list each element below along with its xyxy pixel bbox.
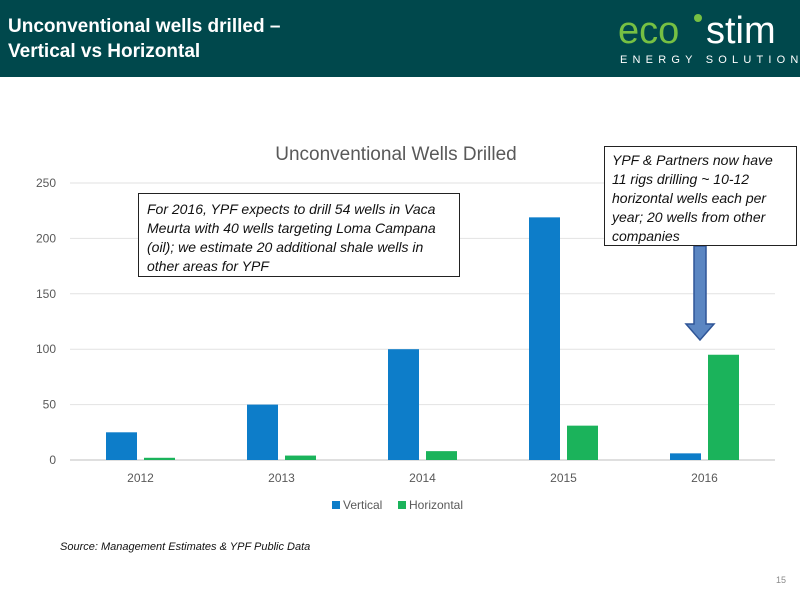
slide-header: Unconventional wells drilled – Vertical … bbox=[0, 0, 800, 77]
y-tick-label: 100 bbox=[36, 342, 56, 356]
bar-horizontal-2015 bbox=[567, 425, 598, 460]
legend-swatch-horizontal bbox=[398, 501, 406, 509]
bar-vertical-2013 bbox=[247, 404, 278, 460]
slide-title: Unconventional wells drilled – Vertical … bbox=[8, 16, 281, 62]
bar-vertical-2012 bbox=[106, 432, 137, 460]
logo-text-stim: stim bbox=[706, 10, 776, 50]
ecostim-logo: eco stim bbox=[618, 10, 776, 50]
chart-title: Unconventional Wells Drilled bbox=[275, 144, 517, 165]
down-arrow-icon bbox=[684, 246, 716, 342]
bar-horizontal-2014 bbox=[426, 451, 457, 460]
bar-horizontal-2016 bbox=[708, 354, 739, 460]
annotation-right-text: YPF & Partners now have 11 rigs drilling… bbox=[612, 152, 773, 244]
legend-swatch-vertical bbox=[332, 501, 340, 509]
y-tick-label: 0 bbox=[49, 453, 56, 467]
y-tick-label: 200 bbox=[36, 231, 56, 245]
x-tick-label: 2016 bbox=[691, 471, 718, 485]
y-tick-label: 150 bbox=[36, 287, 56, 301]
x-tick-label: 2014 bbox=[409, 471, 436, 485]
bar-vertical-2016 bbox=[670, 453, 701, 460]
annotation-left-box: For 2016, YPF expects to drill 54 wells … bbox=[138, 193, 460, 277]
bar-horizontal-2012 bbox=[144, 457, 175, 460]
y-tick-label: 50 bbox=[43, 398, 57, 412]
logo-leaf-icon bbox=[694, 14, 702, 22]
page-number: 15 bbox=[776, 575, 787, 585]
logo-tagline: ENERGY SOLUTIONS bbox=[620, 54, 800, 66]
x-tick-label: 2015 bbox=[550, 471, 577, 485]
legend-label-vertical: Vertical bbox=[343, 498, 382, 512]
bar-horizontal-2013 bbox=[285, 455, 316, 460]
y-tick-label: 250 bbox=[36, 176, 56, 190]
x-tick-label: 2012 bbox=[127, 471, 154, 485]
x-tick-label: 2013 bbox=[268, 471, 295, 485]
annotation-right-box: YPF & Partners now have 11 rigs drilling… bbox=[604, 146, 797, 246]
annotation-left-text: For 2016, YPF expects to drill 54 wells … bbox=[147, 201, 436, 274]
legend-label-horizontal: Horizontal bbox=[409, 498, 463, 512]
source-note: Source: Management Estimates & YPF Publi… bbox=[60, 541, 311, 553]
bar-vertical-2014 bbox=[388, 349, 419, 460]
logo-text-eco: eco bbox=[618, 10, 679, 50]
bar-vertical-2015 bbox=[529, 217, 560, 460]
